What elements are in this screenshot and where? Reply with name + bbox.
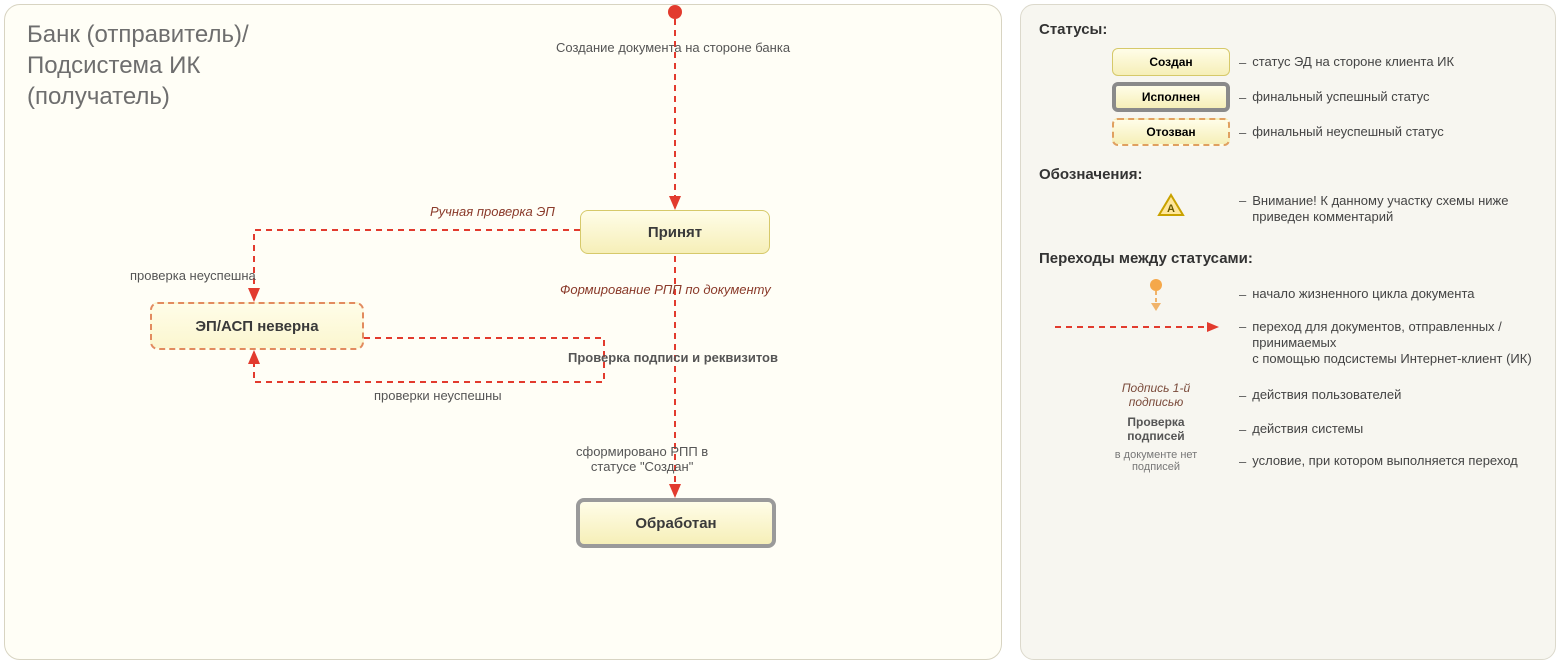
edge-label-check-signature: Проверка подписи и реквизитов bbox=[568, 350, 778, 365]
legend-condition-desc: условие, при котором выполняется переход bbox=[1252, 453, 1518, 469]
legend-action-system-desc: действия системы bbox=[1252, 421, 1363, 437]
svg-text:A: A bbox=[1167, 203, 1175, 215]
legend-dash: – bbox=[1239, 287, 1246, 302]
warning-triangle-icon: A bbox=[1157, 193, 1185, 217]
state-processed-label: Обработан bbox=[635, 515, 716, 532]
legend-action-user-label: Подпись 1-й подписью bbox=[1122, 381, 1190, 409]
edge-label-checks-fail: проверки неуспешны bbox=[374, 388, 502, 403]
mini-state-normal-label: Создан bbox=[1149, 55, 1192, 69]
mini-state-final-fail: Отозван bbox=[1112, 118, 1230, 146]
legend-action-system-swatch: Проверка подписей bbox=[1079, 415, 1233, 443]
mini-state-normal: Создан bbox=[1112, 48, 1230, 76]
edge-label-create-doc: Создание документа на стороне банка bbox=[556, 40, 790, 55]
swimlane-title: Банк (отправитель)/ Подсистема ИК (получ… bbox=[27, 19, 249, 113]
legend-warning-row: A – Внимание! К данному участку схемы ни… bbox=[1109, 193, 1539, 226]
legend-transition-dashed-row: – переход для документов, отправленных /… bbox=[1039, 319, 1539, 368]
legend-transition-dashed-desc: переход для документов, отправленных / п… bbox=[1252, 319, 1531, 368]
state-accepted-label: Принят bbox=[648, 224, 702, 241]
legend-action-user-row: Подпись 1-й подписью – действия пользова… bbox=[1079, 381, 1539, 409]
legend-condition-label: в документе нет подписей bbox=[1115, 449, 1197, 473]
legend-condition-swatch: в документе нет подписей bbox=[1079, 449, 1233, 473]
legend-dash: – bbox=[1239, 55, 1246, 70]
edge-label-check-fail: проверка неуспешна bbox=[130, 268, 256, 283]
legend-transition-start-desc: начало жизненного цикла документа bbox=[1252, 286, 1474, 302]
dashed-arrow-icon bbox=[1051, 319, 1221, 335]
legend-status-swatch-normal: Создан bbox=[1109, 48, 1233, 76]
legend-status-swatch-fail: Отозван bbox=[1109, 118, 1233, 146]
legend-action-user-desc: действия пользователей bbox=[1252, 387, 1401, 403]
edge-label-formed-rpp: сформировано РПП в статусе "Создан" bbox=[576, 444, 708, 474]
state-ep-invalid-label: ЭП/АСП неверна bbox=[195, 318, 318, 335]
legend-dash: – bbox=[1239, 319, 1246, 334]
legend-action-user-swatch: Подпись 1-й подписью bbox=[1079, 381, 1233, 409]
edge-label-form-rpp: Формирование РПП по документу bbox=[560, 282, 771, 297]
legend-dash: – bbox=[1239, 90, 1246, 105]
legend-notation-title: Обозначения: bbox=[1039, 166, 1539, 183]
legend-status-row: Исполнен – финальный успешный статус bbox=[1109, 82, 1539, 112]
legend-warning-swatch: A bbox=[1109, 193, 1233, 217]
state-processed: Обработан bbox=[576, 498, 776, 548]
state-accepted: Принят bbox=[580, 210, 770, 254]
legend-panel: Статусы: Создан – статус ЭД на стороне к… bbox=[1020, 4, 1556, 660]
legend-statuses-title: Статусы: bbox=[1039, 21, 1539, 38]
canvas: Банк (отправитель)/ Подсистема ИК (получ… bbox=[0, 0, 1564, 672]
legend-transition-start-row: – начало жизненного цикла документа bbox=[1079, 277, 1539, 313]
start-node-icon bbox=[1136, 277, 1176, 313]
mini-state-final-label: Исполнен bbox=[1142, 90, 1200, 104]
legend-status-row: Создан – статус ЭД на стороне клиента ИК bbox=[1109, 48, 1539, 76]
legend-status-row: Отозван – финальный неуспешный статус bbox=[1109, 118, 1539, 146]
legend-status-swatch-final: Исполнен bbox=[1109, 82, 1233, 112]
legend-dash: – bbox=[1239, 125, 1246, 140]
legend-dash: – bbox=[1239, 422, 1246, 437]
edge-label-manual-check: Ручная проверка ЭП bbox=[430, 204, 555, 219]
legend-dash: – bbox=[1239, 193, 1246, 208]
legend-dash: – bbox=[1239, 388, 1246, 403]
legend-transitions-title: Переходы между статусами: bbox=[1039, 250, 1539, 267]
legend-dashed-swatch bbox=[1039, 319, 1233, 335]
legend-status-normal-desc: статус ЭД на стороне клиента ИК bbox=[1252, 54, 1454, 70]
legend-dash: – bbox=[1239, 454, 1246, 469]
legend-action-system-row: Проверка подписей – действия системы bbox=[1079, 415, 1539, 443]
legend-action-system-label: Проверка подписей bbox=[1127, 415, 1184, 443]
state-ep-invalid: ЭП/АСП неверна bbox=[150, 302, 364, 350]
mini-state-fail-label: Отозван bbox=[1146, 125, 1195, 139]
legend-warning-desc: Внимание! К данному участку схемы ниже п… bbox=[1252, 193, 1508, 226]
legend-condition-row: в документе нет подписей – условие, при … bbox=[1079, 449, 1539, 473]
legend-status-final-desc: финальный успешный статус bbox=[1252, 89, 1429, 105]
legend-status-fail-desc: финальный неуспешный статус bbox=[1252, 124, 1444, 140]
legend-start-swatch bbox=[1079, 277, 1233, 313]
mini-state-final-ok: Исполнен bbox=[1112, 82, 1230, 112]
